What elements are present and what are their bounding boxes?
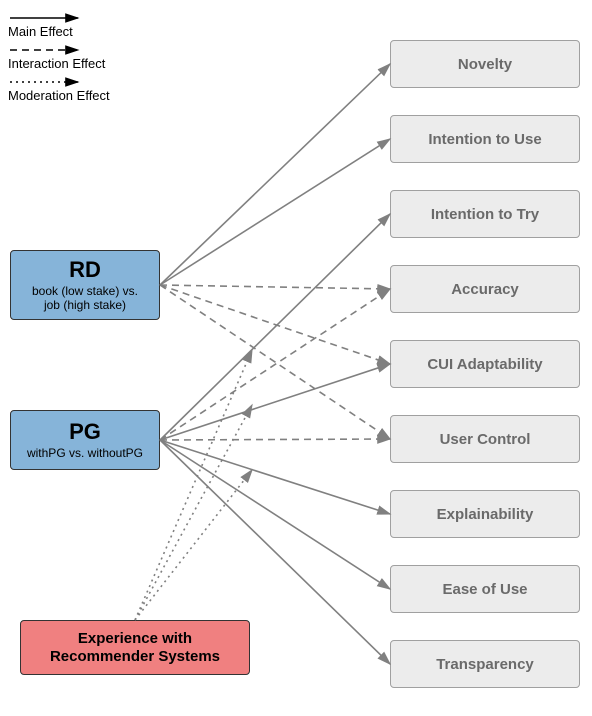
source-pg: PG withPG vs. withoutPG bbox=[10, 410, 160, 470]
source-rd-sub: book (low stake) vs.job (high stake) bbox=[32, 285, 138, 313]
source-pg-sub: withPG vs. withoutPG bbox=[27, 447, 143, 461]
source-exp: Experience withRecommender Systems bbox=[20, 620, 250, 675]
legend-interaction-effect: Interaction Effect bbox=[8, 56, 105, 71]
target-intent-use-label: Intention to Use bbox=[428, 131, 541, 148]
source-rd: RD book (low stake) vs.job (high stake) bbox=[10, 250, 160, 320]
target-user-control-label: User Control bbox=[440, 431, 531, 448]
legend-main-effect: Main Effect bbox=[8, 24, 73, 39]
target-transparency: Transparency bbox=[390, 640, 580, 688]
target-intent-try: Intention to Try bbox=[390, 190, 580, 238]
target-cui-adapt-label: CUI Adaptability bbox=[427, 356, 542, 373]
target-accuracy-label: Accuracy bbox=[451, 281, 519, 298]
target-ease-label: Ease of Use bbox=[442, 581, 527, 598]
target-ease: Ease of Use bbox=[390, 565, 580, 613]
target-intent-use: Intention to Use bbox=[390, 115, 580, 163]
source-exp-title: Experience withRecommender Systems bbox=[50, 630, 220, 666]
source-pg-title: PG bbox=[69, 419, 101, 445]
target-novelty: Novelty bbox=[390, 40, 580, 88]
target-intent-try-label: Intention to Try bbox=[431, 206, 539, 223]
source-rd-title: RD bbox=[69, 257, 101, 283]
legend-moderation-effect: Moderation Effect bbox=[8, 88, 110, 103]
target-accuracy: Accuracy bbox=[390, 265, 580, 313]
target-user-control: User Control bbox=[390, 415, 580, 463]
target-novelty-label: Novelty bbox=[458, 56, 512, 73]
target-explain-label: Explainability bbox=[437, 506, 534, 523]
target-cui-adapt: CUI Adaptability bbox=[390, 340, 580, 388]
target-explain: Explainability bbox=[390, 490, 580, 538]
target-transparency-label: Transparency bbox=[436, 656, 534, 673]
